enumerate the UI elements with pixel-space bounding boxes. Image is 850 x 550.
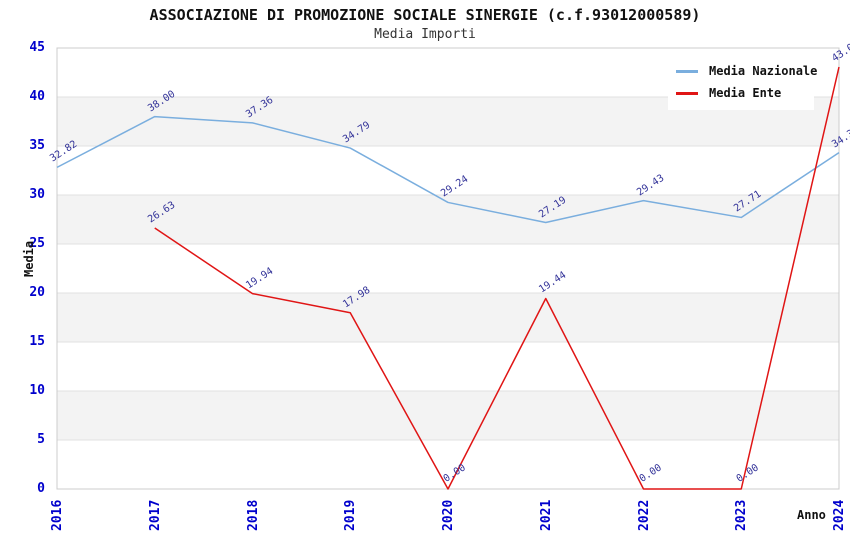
x-tick-label: 2022 <box>636 499 652 531</box>
x-tick-label: 2024 <box>832 499 847 531</box>
y-tick-label: 20 <box>29 285 45 300</box>
y-tick-label: 15 <box>29 334 45 349</box>
x-tick-label: 2018 <box>245 499 261 531</box>
plot-band <box>57 391 839 440</box>
y-tick-label: 0 <box>37 481 45 496</box>
series-line-media-ente <box>154 66 840 490</box>
y-tick-label: 35 <box>29 138 45 153</box>
x-tick-label: 2019 <box>343 499 359 531</box>
legend-label: Media Nazionale <box>709 64 818 78</box>
chart-subtitle: Media Importi <box>374 27 476 42</box>
x-tick-label: 2016 <box>50 499 65 531</box>
legend-item-media-ente: Media Ente <box>676 86 808 100</box>
chart-title: ASSOCIAZIONE DI PROMOZIONE SOCIALE SINER… <box>149 6 701 24</box>
x-tick-label: 2021 <box>538 499 554 531</box>
y-tick-label: 30 <box>29 187 45 202</box>
legend: Media Nazionale Media Ente <box>668 53 817 110</box>
x-tick-label: 2020 <box>441 499 456 531</box>
y-tick-label: 5 <box>37 432 45 447</box>
y-tick-label: 10 <box>29 383 45 398</box>
y-tick-label: 45 <box>29 40 45 55</box>
x-tick-label: 2023 <box>734 499 750 531</box>
line-swatch-icon <box>676 91 698 95</box>
plot-band <box>57 293 839 342</box>
line-swatch-icon <box>676 69 698 73</box>
legend-item-media-nazionale: Media Nazionale <box>676 64 817 78</box>
series-line-media-nazionale <box>56 115 840 224</box>
legend-label: Media Ente <box>709 86 782 100</box>
y-tick-label: 40 <box>29 89 45 104</box>
x-axis-title: Anno <box>797 508 826 522</box>
y-axis-title: Media <box>22 240 36 277</box>
y-tick-label: 25 <box>29 236 45 251</box>
x-tick-label: 2017 <box>147 499 163 531</box>
